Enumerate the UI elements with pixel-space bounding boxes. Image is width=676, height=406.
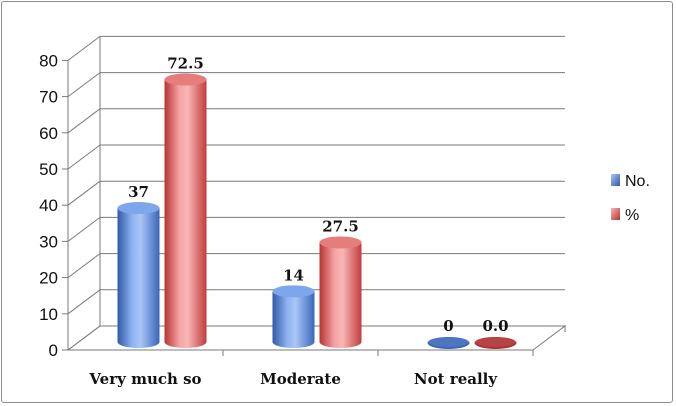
y-tick-label: 0: [49, 341, 58, 360]
bar-top: [319, 236, 362, 249]
data-label: 27.5: [322, 217, 359, 235]
y-tick-label: 70: [39, 88, 58, 107]
y-tick-label: 40: [39, 196, 58, 215]
bar-top: [164, 73, 207, 86]
bar-body: [117, 208, 160, 348]
gridline-diagonal: [67, 108, 101, 134]
legend-label: No.: [625, 173, 650, 190]
bar: [474, 337, 517, 349]
gridline-diagonal: [67, 36, 101, 61]
legend: No.%: [611, 173, 650, 224]
y-tick-label: 10: [39, 305, 58, 324]
x-category-label: Very much so: [88, 370, 201, 388]
y-tick-label: 20: [39, 269, 58, 288]
bar: [117, 202, 160, 348]
x-category-label: Not really: [414, 370, 498, 388]
data-label: 37: [128, 183, 149, 201]
y-tick-label: 60: [39, 124, 58, 143]
data-label: 0.0: [482, 317, 508, 335]
label-layer: 37 14 0 72.5 27.5 0.0: [128, 55, 508, 335]
legend-swatch: [611, 174, 620, 186]
bar-top: [428, 337, 469, 347]
bar: [272, 285, 315, 348]
legend-swatch: [611, 208, 620, 220]
data-label: 72.5: [167, 55, 204, 73]
bar: [427, 337, 470, 349]
bar-body: [319, 242, 362, 348]
bar-body: [272, 291, 315, 348]
bar: [164, 73, 207, 349]
axis-layer: 0 10 20 30 40 50 60 70 80 Very much so Moderate Not…: [39, 51, 567, 388]
bar: [319, 236, 362, 348]
y-tick-label: 80: [39, 51, 58, 70]
gridline-diagonal: [67, 72, 101, 97]
bar-layer: [117, 73, 517, 349]
data-label: 14: [283, 266, 304, 284]
gridline-diagonal: [67, 144, 101, 170]
bar-top: [117, 202, 160, 215]
gridline-diagonal: [67, 289, 101, 315]
gridline-diagonal: [67, 253, 101, 279]
y-tick-label: 50: [39, 160, 58, 179]
data-label: 0: [443, 317, 453, 335]
bar-top: [272, 285, 315, 298]
bar-top: [475, 337, 516, 347]
y-tick-label: 30: [39, 232, 58, 251]
legend-label: %: [625, 207, 639, 224]
x-category-label: Moderate: [260, 370, 341, 388]
gridline-diagonal: [67, 216, 101, 242]
gridline-diagonal: [67, 180, 101, 206]
bar-body: [164, 79, 207, 349]
